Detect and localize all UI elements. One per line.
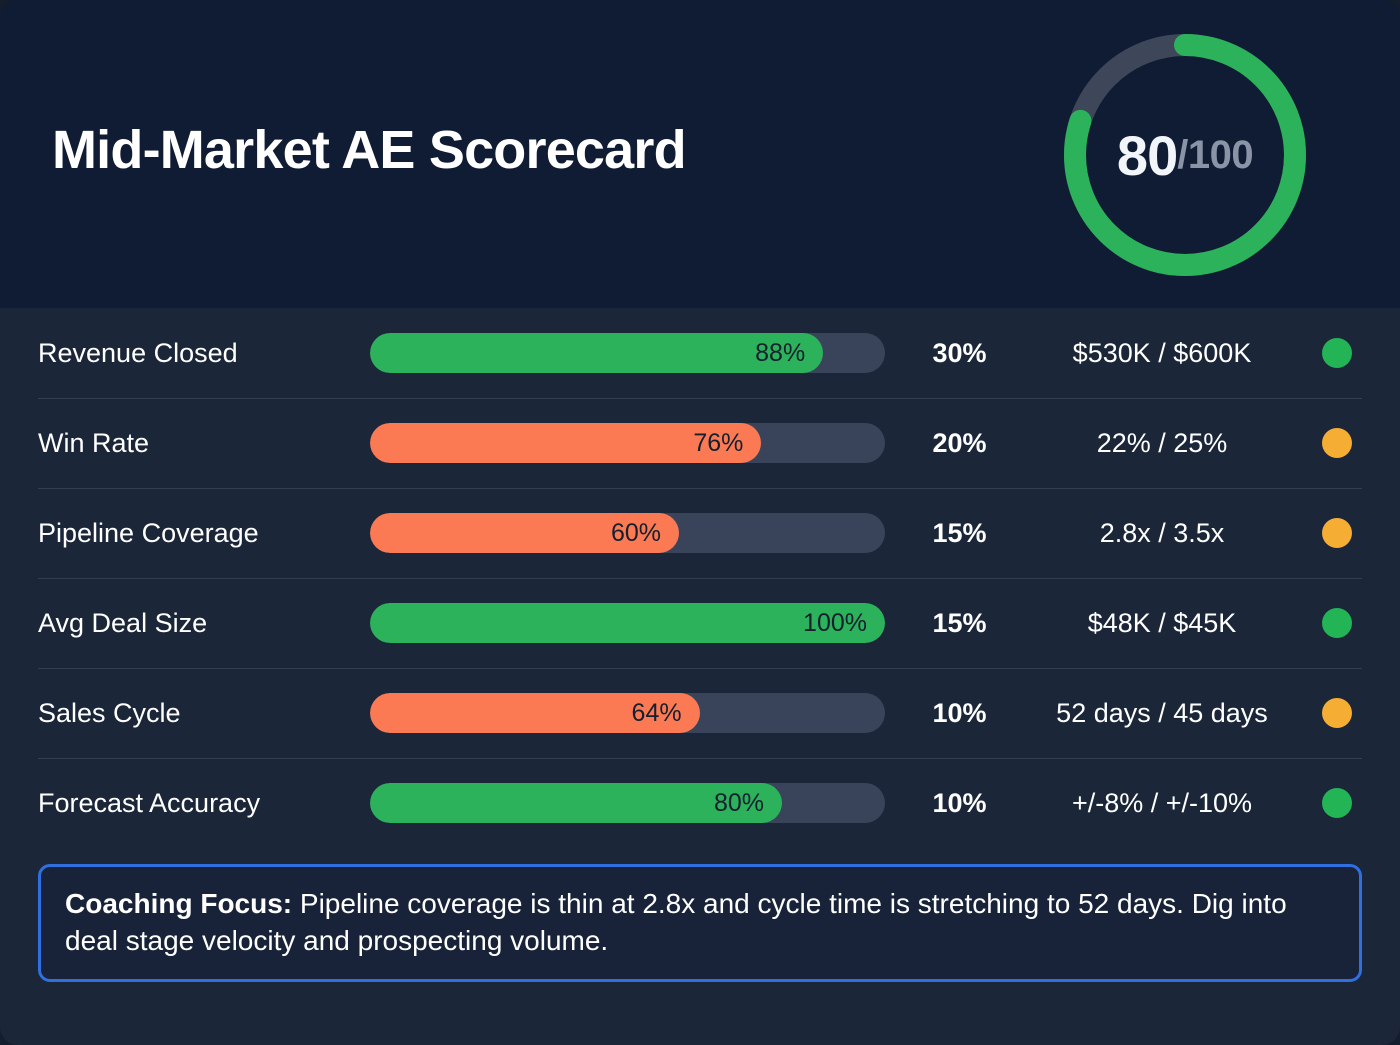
metric-weight: 20% <box>932 427 987 458</box>
metric-label: Sales Cycle <box>38 697 181 728</box>
score-gauge: 80 /100 <box>1054 24 1316 286</box>
metric-progress-fill: 60% <box>370 513 679 553</box>
metric-status-cell <box>1312 338 1362 368</box>
metric-progress-track: 60% <box>370 513 885 553</box>
metric-progress-label: 76% <box>693 428 744 457</box>
metric-progress-label: 60% <box>610 518 661 547</box>
coaching-focus-body: Pipeline coverage is thin at 2.8x and cy… <box>65 888 1287 957</box>
metric-label: Avg Deal Size <box>38 607 208 638</box>
metric-row: Win Rate 76% 20% 22% / 25% <box>38 398 1362 488</box>
gauge-value-label: 80 /100 <box>1054 24 1316 286</box>
metric-progress-label: 100% <box>803 608 867 637</box>
card-header: Mid-Market AE Scorecard 80 /100 <box>0 0 1400 308</box>
gauge-max: /100 <box>1177 132 1254 177</box>
page-title: Mid-Market AE Scorecard <box>52 120 687 180</box>
metric-progress-label: 80% <box>713 788 764 817</box>
gauge-arc <box>1064 34 1306 276</box>
gauge-score: 80 <box>1116 123 1178 187</box>
metric-progress-label: 64% <box>631 698 682 727</box>
metric-weight: 15% <box>932 607 987 638</box>
metric-row: Revenue Closed 88% 30% $530K / $600K <box>38 308 1362 398</box>
metric-progress-fill: 80% <box>370 783 782 823</box>
metric-weight: 10% <box>932 787 987 818</box>
metric-row: Sales Cycle 64% 10% 52 days / 45 days <box>38 668 1362 758</box>
coaching-focus-lead: Coaching Focus: <box>65 888 293 919</box>
status-badge-warn <box>1322 428 1352 458</box>
metric-values: +/-8% / +/-10% <box>1071 787 1253 818</box>
metric-values: 2.8x / 3.5x <box>1099 517 1225 548</box>
metric-row: Forecast Accuracy 80% 10% +/-8% / +/-10% <box>38 758 1362 848</box>
metric-progress-fill: 64% <box>370 693 700 733</box>
metric-label: Forecast Accuracy <box>38 787 261 818</box>
metric-progress-track: 88% <box>370 333 885 373</box>
metric-status-cell <box>1312 518 1362 548</box>
metric-progress-fill: 76% <box>370 423 762 463</box>
metric-values: $530K / $600K <box>1072 337 1252 368</box>
metrics-list: Revenue Closed 88% 30% $530K / $600K Win Rat… <box>0 308 1400 848</box>
coaching-focus-callout: Coaching Focus: Pipeline coverage is thi… <box>38 864 1362 983</box>
metric-progress-track: 100% <box>370 603 885 643</box>
metric-weight: 10% <box>932 697 987 728</box>
metric-label: Pipeline Coverage <box>38 517 259 548</box>
metric-label: Revenue Closed <box>38 337 238 368</box>
metric-values: $48K / $45K <box>1087 607 1237 638</box>
metric-progress-track: 80% <box>370 783 885 823</box>
metric-row: Pipeline Coverage 60% 15% 2.8x / 3.5x <box>38 488 1362 578</box>
status-badge-good <box>1322 608 1352 638</box>
status-badge-good <box>1322 338 1352 368</box>
metric-values: 22% / 25% <box>1096 427 1228 458</box>
status-badge-warn <box>1322 698 1352 728</box>
status-badge-warn <box>1322 518 1352 548</box>
metric-values: 52 days / 45 days <box>1056 697 1268 728</box>
metric-status-cell <box>1312 608 1362 638</box>
metric-progress-track: 64% <box>370 693 885 733</box>
metric-progress-fill: 100% <box>370 603 885 643</box>
metric-status-cell <box>1312 788 1362 818</box>
metric-progress-track: 76% <box>370 423 885 463</box>
metric-status-cell <box>1312 428 1362 458</box>
metric-label: Win Rate <box>38 427 150 458</box>
status-badge-good <box>1322 788 1352 818</box>
metric-weight: 15% <box>932 517 987 548</box>
metric-status-cell <box>1312 698 1362 728</box>
metric-row: Avg Deal Size 100% 15% $48K / $45K <box>38 578 1362 668</box>
metric-progress-label: 88% <box>755 338 806 367</box>
score-gauge-svg <box>1064 34 1306 276</box>
metric-progress-fill: 88% <box>370 333 824 373</box>
metric-weight: 30% <box>932 337 987 368</box>
coaching-focus-text: Coaching Focus: Pipeline coverage is thi… <box>65 885 1335 959</box>
